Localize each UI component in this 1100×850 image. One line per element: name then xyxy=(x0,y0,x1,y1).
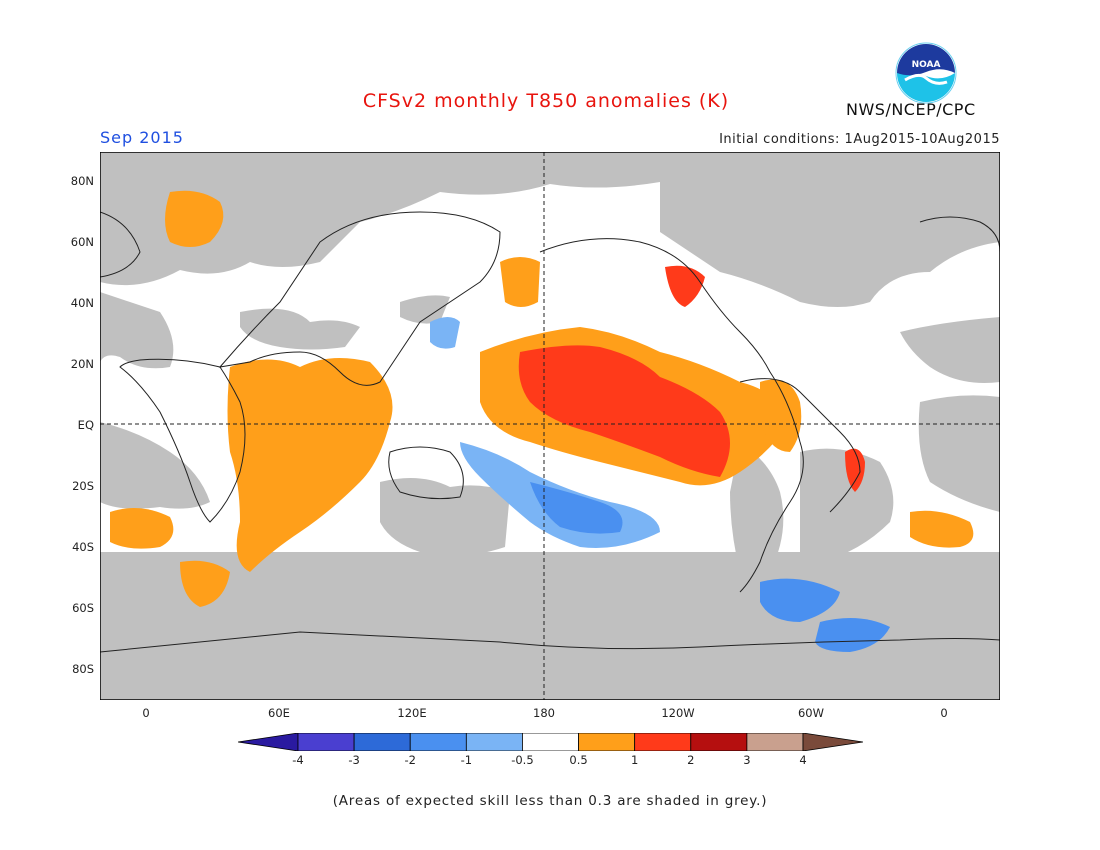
org-label: NWS/NCEP/CPC xyxy=(846,100,976,119)
noaa-logo: NOAA xyxy=(895,42,957,104)
lon-label: 0 xyxy=(940,706,948,720)
lat-label: 40N xyxy=(70,296,94,310)
lon-label: 180 xyxy=(533,706,555,720)
colorbar-label: 1 xyxy=(630,753,639,767)
lon-label: 0 xyxy=(142,706,150,720)
lon-label: 120W xyxy=(661,706,695,720)
colorbar-label: 0.5 xyxy=(569,753,588,767)
colorbar-label: 2 xyxy=(687,753,695,767)
south-pacific-cool-core xyxy=(530,482,623,534)
lat-label: 60N xyxy=(70,235,94,249)
colorbar-cell xyxy=(409,733,467,751)
pacific-strong-warm-anomaly xyxy=(518,345,730,477)
colorbar-label: -3 xyxy=(348,753,360,767)
south-atlantic-east-warm-anomaly xyxy=(910,510,974,548)
west-pacific-cool-anomaly xyxy=(430,317,460,349)
colorbar-cell xyxy=(522,733,579,751)
lon-label: 120E xyxy=(397,706,427,720)
southern-ocean-warm-anomaly xyxy=(180,560,230,607)
lon-label: 60E xyxy=(268,706,290,720)
drake-passage-cool-anomaly xyxy=(760,578,840,622)
lat-label: 20S xyxy=(72,479,94,493)
lat-label: 20N xyxy=(70,357,94,371)
lat-label: EQ xyxy=(77,418,94,432)
colorbar-label: -1 xyxy=(460,753,473,767)
indian-ocean-warm-anomaly xyxy=(227,358,393,572)
colorbar-min-arrow xyxy=(238,733,299,751)
south-atlantic-warm-anomaly xyxy=(110,508,174,549)
colorbar-label: -4 xyxy=(292,753,304,767)
lat-label: 60S xyxy=(72,601,94,615)
west-us-warm-anomaly xyxy=(665,265,705,307)
lon-label: 60W xyxy=(797,706,824,720)
colorbar-cell xyxy=(578,733,636,751)
colorbar-label: -2 xyxy=(404,753,416,767)
lat-label: 40S xyxy=(72,540,94,554)
colorbar-cell xyxy=(690,733,748,751)
brazil-strong-warm-anomaly xyxy=(845,448,865,492)
positive-anomalies xyxy=(110,190,974,607)
colorbar-cell xyxy=(746,733,804,751)
coastlines xyxy=(100,211,1000,653)
logo-text: NOAA xyxy=(912,60,941,70)
colorbar-cell xyxy=(465,733,523,751)
map-title: CFSv2 monthly T850 anomalies (K) xyxy=(362,90,730,112)
colorbar xyxy=(238,733,863,751)
skill-note: (Areas of expected skill less than 0.3 a… xyxy=(332,793,768,809)
lat-label: 80N xyxy=(70,174,94,188)
negative-anomalies xyxy=(430,317,890,652)
weddell-cool-anomaly xyxy=(815,618,890,652)
colorbar-label: 4 xyxy=(799,753,807,767)
colorbar-cell xyxy=(353,733,411,751)
colorbar-max-arrow xyxy=(802,733,863,751)
colorbar-cell xyxy=(297,733,355,751)
lat-label: 80S xyxy=(72,662,94,676)
andes-warm-anomaly xyxy=(760,379,802,452)
scandinavia-warm-anomaly xyxy=(165,190,224,247)
colorbar-label: -0.5 xyxy=(511,753,534,767)
forecast-month: Sep 2015 xyxy=(100,128,184,147)
colorbar-label: 3 xyxy=(743,753,751,767)
colorbar-cell xyxy=(634,733,692,751)
north-pacific-warm-anomaly xyxy=(500,257,540,307)
anomaly-map xyxy=(100,152,1000,700)
initial-conditions: Initial conditions: 1Aug2015-10Aug2015 xyxy=(719,132,1000,147)
